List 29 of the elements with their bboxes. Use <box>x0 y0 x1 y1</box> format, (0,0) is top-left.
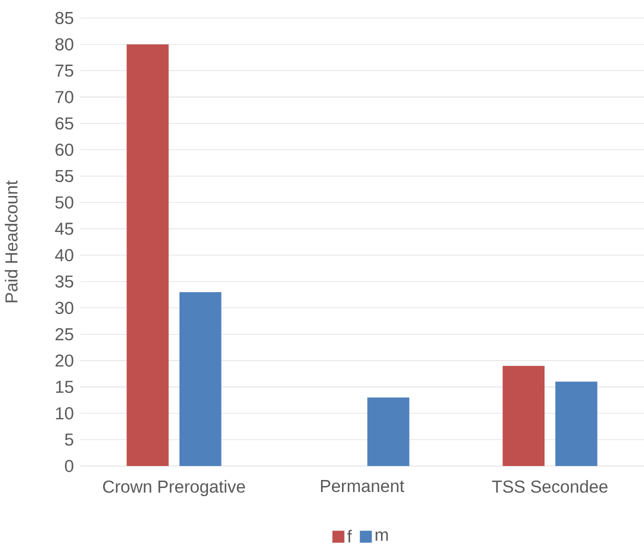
x-tick-label: Permanent <box>321 480 404 492</box>
x-tick-label: Crown Prerogative <box>103 480 245 496</box>
y-tick-label: 40 <box>55 249 74 262</box>
y-tick-label: 25 <box>56 328 74 340</box>
y-tick-label: 10 <box>56 407 74 420</box>
y-tick-label: 75 <box>56 64 74 77</box>
y-tick-label: 5 <box>65 434 74 446</box>
y-tick-label: 30 <box>55 302 74 314</box>
y-tick-label: 15 <box>56 380 74 393</box>
y-tick-label: 35 <box>55 275 74 288</box>
bar <box>179 292 222 466</box>
y-tick-label: 60 <box>56 144 74 156</box>
y-tick-label: 80 <box>55 38 74 50</box>
y-tick-label: 85 <box>55 12 74 24</box>
y-tick-label: 0 <box>64 460 74 472</box>
y-tick-label: 45 <box>55 222 74 235</box>
x-tick-label: TSS Secondee <box>492 480 608 493</box>
y-tick-label: 50 <box>55 196 74 209</box>
bar <box>555 382 598 466</box>
y-tick-label: 70 <box>56 90 74 104</box>
bar <box>502 366 545 466</box>
legend-label: m <box>376 531 388 541</box>
legend-label: f <box>347 530 352 542</box>
bar <box>367 397 410 466</box>
y-tick-label: 65 <box>56 117 74 130</box>
y-tick-label: 55 <box>55 170 74 182</box>
y-tick-label: 20 <box>56 354 74 367</box>
y-axis-title: Paid Headcount <box>4 180 18 302</box>
bar <box>126 44 169 466</box>
